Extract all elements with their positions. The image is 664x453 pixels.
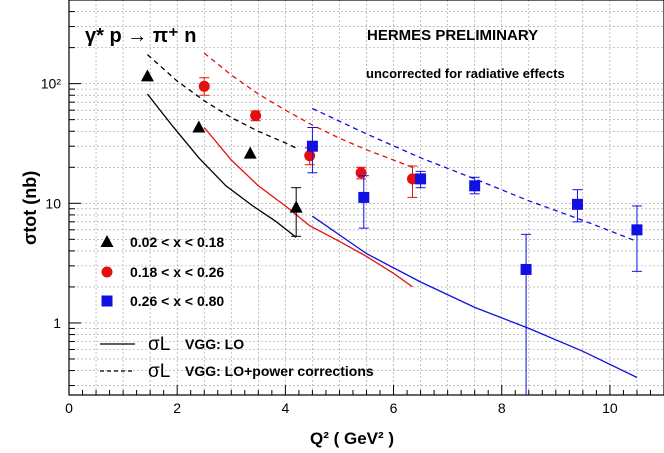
legend-label: 0.26 < x < 0.80 (130, 293, 224, 309)
x-axis-title: Q² ( GeV² ) (310, 429, 394, 448)
x-tick-label: 8 (498, 400, 506, 416)
x-tick-label: 0 (65, 400, 73, 416)
model-curve-solid (312, 215, 638, 379)
model-curve-dashed (146, 54, 297, 149)
process-label: γ* p → π⁺ n (85, 25, 196, 47)
data-point-circle (250, 110, 262, 122)
legend-label: VGG: LO (185, 336, 244, 352)
data-point-square (571, 198, 583, 210)
legend-symbol: σL (148, 334, 170, 355)
data-point-square (631, 224, 643, 236)
data-points (140, 69, 643, 395)
legend-marker-circle (101, 266, 113, 278)
data-point-triangle (289, 200, 303, 213)
legend-label: 0.02 < x < 0.18 (130, 234, 224, 250)
data-point-circle (355, 167, 367, 179)
legend-label: VGG: LO+power corrections (185, 363, 374, 379)
data-point-square (306, 140, 318, 152)
data-point-square (520, 263, 532, 275)
model-curve-solid (203, 127, 413, 288)
data-point-square (415, 173, 427, 185)
y-axis-title: σtot (nb) (20, 171, 40, 245)
legend-marker-triangle (100, 235, 114, 247)
legend-symbol: σL (148, 361, 170, 382)
grid-lines (69, 0, 664, 395)
axis-ticks: 0 2 4 6 8 10 1 10 10² (41, 11, 664, 416)
model-curve-dashed (203, 52, 413, 168)
model-curve-dashed (312, 107, 638, 243)
x-tick-label: 2 (173, 400, 181, 416)
model-curves (146, 52, 638, 379)
legend-marker-square (101, 295, 113, 307)
model-curve-solid (146, 93, 297, 238)
x-tick-label: 10 (602, 400, 618, 416)
x-tick-label: 6 (390, 400, 398, 416)
data-point-square (469, 180, 481, 192)
data-point-triangle (192, 120, 206, 133)
watermark-label: HERMES PRELIMINARY (367, 27, 538, 44)
x-tick-label: 4 (281, 400, 289, 416)
legend-label: 0.18 < x < 0.26 (130, 264, 224, 280)
y-tick-label: 1 (53, 315, 61, 331)
y-tick-label: 10² (41, 76, 62, 92)
y-tick-label: 10 (45, 195, 61, 211)
data-point-triangle (243, 146, 257, 159)
data-point-circle (304, 150, 316, 162)
radiative-note: uncorrected for radiative effects (366, 66, 565, 81)
legend: 0.02 < x < 0.18 0.18 < x < 0.26 0.26 < x <… (100, 234, 374, 382)
data-point-square (358, 191, 370, 203)
data-point-circle (198, 80, 210, 92)
data-point-triangle (140, 69, 154, 82)
